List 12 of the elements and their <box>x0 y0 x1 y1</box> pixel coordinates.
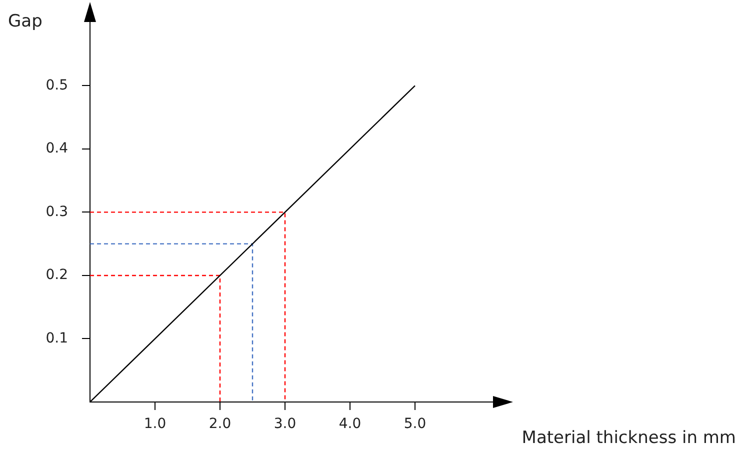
x-tick-label: 1.0 <box>144 416 166 432</box>
x-tick-label: 3.0 <box>274 416 296 432</box>
x-tick-label: 2.0 <box>208 416 232 432</box>
x-tick-label: 4.0 <box>338 416 362 432</box>
y-axis-title: Gap <box>8 11 42 32</box>
x-axis-title: Material thickness in mm <box>522 428 736 448</box>
y-tick-label: 0.5 <box>46 77 68 94</box>
x-tick-label: 5.0 <box>404 416 426 432</box>
y-tick-label: 0.1 <box>46 330 68 346</box>
y-tick-label: 0.3 <box>46 204 68 220</box>
y-tick-label: 0.2 <box>46 267 68 284</box>
y-tick-label: 0.4 <box>46 140 68 157</box>
